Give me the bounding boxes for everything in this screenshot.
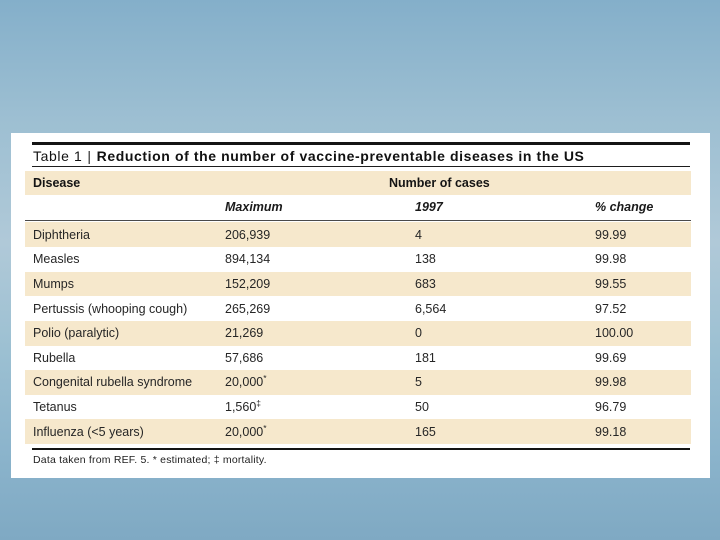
cell-percent-change: 99.99: [595, 227, 627, 242]
cell-disease: Pertussis (whooping cough): [33, 301, 188, 316]
table-bottom-rule: [32, 447, 690, 451]
subheader-1997: 1997: [415, 200, 443, 215]
cell-maximum-value: 21,269: [225, 326, 264, 341]
table-title: Table 1 | Reduction of the number of vacci…: [33, 147, 710, 166]
cell-maximum: 206,939: [225, 228, 415, 242]
table-row: Diphtheria 206,939 4 99.99: [25, 222, 691, 247]
title-separator: |: [87, 147, 92, 164]
cell-maximum-value: 152,209: [225, 276, 271, 291]
cell-maximum-value: 1,560: [225, 400, 257, 415]
cell-percent-change: 100.00: [595, 326, 634, 341]
subheader-maximum: Maximum: [225, 200, 283, 215]
table-row: Pertussis (whooping cough) 265,269 6,564…: [25, 296, 691, 321]
cell-1997: 165: [415, 424, 436, 439]
cell-disease: Congenital rubella syndrome: [33, 375, 193, 390]
cell-maximum: 1,560‡: [225, 397, 415, 415]
table-top-rule: [32, 142, 690, 145]
table-body: Diphtheria 206,939 4 99.99 Measles 894,1…: [25, 222, 691, 445]
table-row: Tetanus 1,560‡ 50 96.79: [25, 395, 691, 420]
cell-disease: Mumps: [33, 276, 74, 291]
cell-1997: 50: [415, 400, 429, 415]
table-row: Rubella 57,686 181 99.69: [25, 346, 691, 371]
table-title-text: Reduction of the number of vaccine-preve…: [96, 147, 585, 164]
cell-percent-change: 99.18: [595, 424, 627, 439]
cell-maximum-value: 20,000: [225, 424, 264, 439]
cell-percent-change: 99.69: [595, 350, 627, 365]
cell-maximum-superscript: ‡: [256, 397, 262, 408]
subheader-percent-change: % change: [595, 200, 654, 215]
cell-disease: Diphtheria: [33, 227, 90, 242]
table-row: Polio (paralytic) 21,269 0 100.00: [25, 320, 691, 346]
cell-percent-change: 99.98: [595, 375, 627, 390]
cell-maximum: 265,269: [225, 302, 415, 316]
cell-disease: Rubella: [33, 350, 76, 365]
cell-maximum: 20,000*: [225, 422, 415, 439]
cell-maximum: 894,134: [225, 252, 415, 266]
table-panel: Table 1 | Reduction of the number of vacci…: [11, 133, 710, 478]
cell-maximum-value: 206,939: [225, 227, 271, 242]
cell-disease: Tetanus: [33, 400, 77, 415]
cell-maximum-value: 57,686: [225, 350, 264, 365]
cell-1997: 5: [415, 375, 422, 390]
cell-maximum: 57,686: [225, 351, 415, 365]
table-footnote: Data taken from REF. 5. * estimated; ‡ m…: [33, 454, 267, 467]
column-header-row: Disease Number of cases: [25, 171, 691, 195]
cell-1997: 181: [415, 350, 436, 365]
header-disease: Disease: [33, 176, 81, 191]
cell-1997: 4: [415, 227, 422, 242]
cell-percent-change: 99.98: [595, 252, 627, 267]
table-row: Mumps 152,209 683 99.55: [25, 271, 691, 297]
cell-percent-change: 97.52: [595, 301, 627, 316]
cell-maximum-value: 20,000: [225, 375, 264, 390]
subheader-row: Maximum 1997 % change: [25, 195, 691, 221]
cell-percent-change: 99.55: [595, 276, 627, 291]
cell-maximum-superscript: *: [263, 373, 267, 384]
cell-disease: Polio (paralytic): [33, 326, 120, 341]
table-label: Table 1: [33, 147, 83, 164]
cell-maximum-value: 265,269: [225, 301, 271, 316]
header-number-of-cases: Number of cases: [389, 176, 490, 191]
title-underline-rule: [32, 165, 690, 167]
cell-disease: Influenza (<5 years): [33, 424, 144, 439]
cell-1997: 0: [415, 326, 422, 341]
cell-1997: 6,564: [415, 301, 447, 316]
cell-maximum: 21,269: [225, 326, 415, 340]
cell-maximum: 152,209: [225, 277, 415, 291]
cell-disease: Measles: [33, 252, 80, 267]
table-row: Congenital rubella syndrome 20,000* 5 99…: [25, 370, 691, 395]
cell-percent-change: 96.79: [595, 400, 627, 415]
cell-maximum: 20,000*: [225, 373, 415, 390]
cell-1997: 683: [415, 276, 436, 291]
table-row: Measles 894,134 138 99.98: [25, 247, 691, 272]
cell-maximum-value: 894,134: [225, 252, 271, 267]
cell-1997: 138: [415, 252, 436, 267]
cell-maximum-superscript: *: [263, 422, 267, 433]
table-row: Influenza (<5 years) 20,000* 165 99.18: [25, 419, 691, 445]
